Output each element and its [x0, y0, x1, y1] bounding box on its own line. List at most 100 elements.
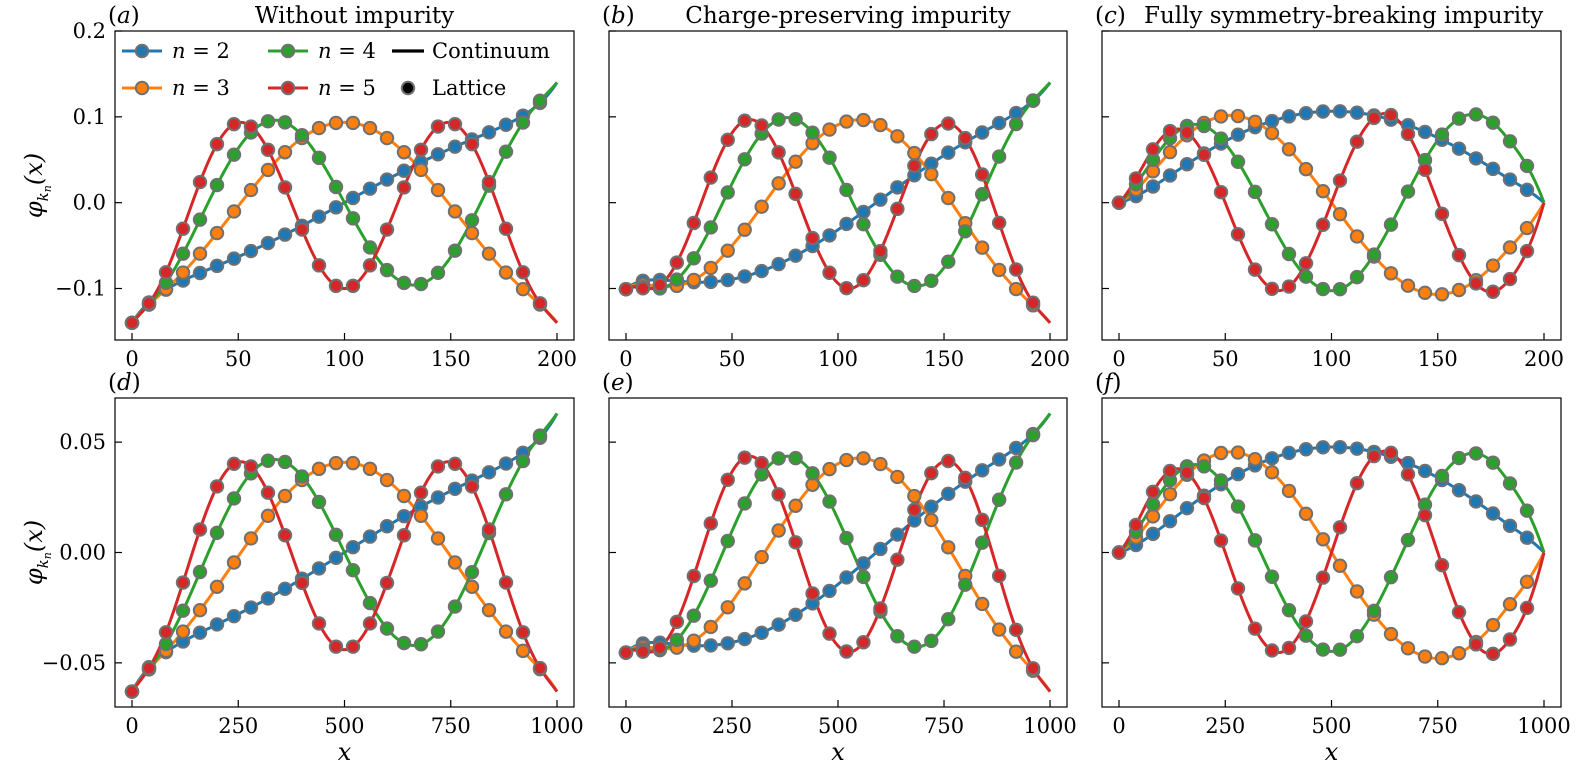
lattice-point-n4 [686, 608, 702, 623]
lattice-point-n5 [1434, 206, 1450, 222]
x-axis-label: x [1325, 738, 1339, 766]
lattice-point-n4 [532, 428, 548, 443]
lattice-point-n4 [464, 213, 480, 228]
lattice-point-n2 [1179, 500, 1195, 516]
lattice-point-n3 [1281, 142, 1297, 157]
lattice-point-n3 [1213, 445, 1229, 461]
lattice-point-n5 [941, 116, 956, 131]
lattice-point-n4 [277, 115, 293, 130]
lattice-point-n4 [1264, 217, 1280, 232]
lattice-point-n5 [1417, 507, 1433, 523]
lattice-point-n5 [686, 568, 702, 584]
lattice-point-n2 [260, 235, 276, 251]
lattice-point-n2 [720, 636, 735, 651]
lattice-point-n2 [737, 631, 752, 647]
x-tick-label: 0 [619, 714, 632, 738]
lattice-point-n4 [991, 492, 1007, 507]
lattice-point-n3 [1247, 114, 1263, 129]
lattice-point-n2 [1179, 157, 1195, 172]
lattice-point-n4 [1008, 455, 1024, 470]
lattice-point-n5 [754, 118, 769, 133]
lattice-point-n4 [1519, 158, 1535, 174]
x-tick-label: 750 [1418, 714, 1458, 738]
lattice-point-n2 [447, 139, 463, 154]
lattice-point-n3 [924, 166, 939, 182]
lattice-point-n3 [974, 240, 990, 255]
lattice-point-n4 [192, 564, 208, 580]
lattice-point-n5 [618, 645, 634, 660]
lattice-point-n5 [345, 639, 361, 654]
lattice-point-n2 [481, 125, 497, 140]
legend-label: n = 3 [172, 76, 230, 100]
lattice-point-n3 [1281, 483, 1297, 499]
lattice-point-n5 [1298, 256, 1314, 271]
x-tick-label: 1000 [1517, 714, 1570, 738]
lattice-point-n3 [771, 176, 786, 191]
lattice-point-n3 [226, 204, 242, 219]
lattice-point-n2 [1349, 105, 1365, 120]
lattice-point-n3 [430, 531, 446, 546]
lattice-point-n3 [243, 182, 259, 198]
lattice-point-n3 [1298, 161, 1314, 177]
lattice-point-n4 [958, 577, 973, 592]
legend-swatch-dot [134, 43, 150, 59]
lattice-point-n3 [1400, 641, 1416, 656]
lattice-point-n5 [1230, 227, 1246, 242]
lattice-point-n2 [771, 617, 786, 632]
lattice-point-n4 [1315, 281, 1331, 297]
lattice-point-n4 [362, 240, 378, 255]
lattice-point-n4 [1281, 246, 1297, 262]
lattice-point-n4 [1315, 642, 1331, 657]
y-axis-label-text: φkn(x) [20, 520, 54, 585]
lattice-point-n3 [839, 114, 854, 129]
lattice-point-n3 [413, 162, 429, 178]
axes-frame-b [608, 30, 1068, 341]
y-axis-label: φkn(x) [20, 153, 54, 218]
lattice-point-n4 [1502, 476, 1518, 491]
lattice-point-n2 [1468, 151, 1484, 166]
lattice-point-n3 [754, 199, 769, 214]
legend-label: n = 4 [318, 39, 376, 63]
lattice-point-n5 [1196, 490, 1212, 506]
lattice-point-n3 [379, 130, 395, 146]
lattice-point-n4 [856, 569, 871, 585]
lattice-point-n4 [498, 487, 514, 502]
x-tick-label: 250 [218, 714, 258, 738]
lattice-point-n3 [1485, 258, 1501, 273]
lattice-point-n5 [294, 222, 310, 237]
lattice-point-n3 [1349, 584, 1365, 599]
y-tick-label: 0.00 [59, 541, 106, 565]
lattice-point-n2 [328, 200, 344, 215]
lattice-point-n5 [652, 640, 668, 655]
lattice-point-n3 [1383, 626, 1399, 642]
lattice-point-n5 [124, 684, 140, 699]
lattice-point-n3 [788, 154, 803, 169]
lattice-point-n4 [430, 624, 446, 639]
x-tick-label: 0 [619, 347, 632, 371]
lattice-point-n3 [396, 488, 412, 504]
lattice-point-n4 [805, 466, 820, 481]
lattice-point-n2 [1332, 104, 1348, 119]
lattice-point-n3 [991, 622, 1007, 637]
lattice-point-n3 [447, 204, 463, 219]
lattice-point-n4 [515, 115, 531, 130]
plot-area-a [124, 81, 559, 331]
lattice-point-n3 [856, 112, 871, 128]
x-tick-label: 500 [818, 714, 858, 738]
lattice-point-n3 [974, 596, 990, 612]
lattice-point-n3 [1315, 184, 1331, 199]
continuum-line-n5 [1117, 449, 1546, 656]
y-tick-label: 0.1 [73, 105, 106, 129]
lattice-point-n2 [991, 115, 1007, 131]
lattice-point-n2 [1519, 530, 1535, 545]
lattice-point-n3 [890, 129, 905, 144]
lattice-point-n3 [1417, 649, 1433, 664]
lattice-point-n4 [669, 272, 685, 287]
lattice-point-n4 [311, 150, 327, 166]
lattice-point-n2 [1162, 168, 1178, 183]
lattice-point-n5 [1145, 484, 1161, 500]
lattice-point-n5 [1315, 570, 1331, 585]
legend-label: Continuum [432, 39, 550, 63]
lattice-point-n4 [924, 633, 939, 649]
